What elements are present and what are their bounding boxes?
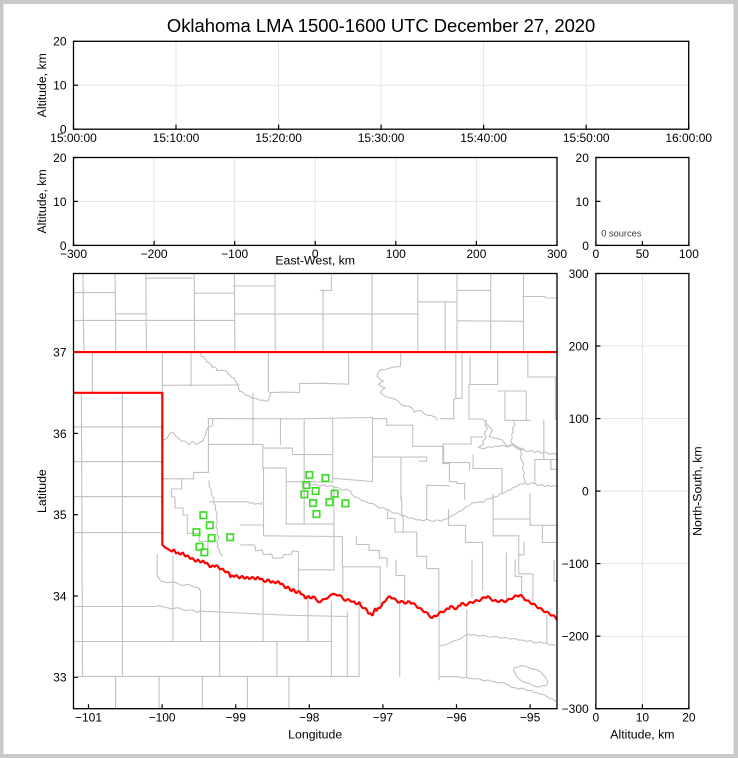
svg-text:0: 0 — [582, 485, 589, 499]
svg-text:10: 10 — [53, 79, 67, 93]
svg-text:0: 0 — [312, 247, 319, 261]
svg-text:−300: −300 — [60, 247, 87, 261]
svg-text:0: 0 — [60, 239, 67, 253]
svg-text:300: 300 — [569, 267, 589, 281]
svg-text:20: 20 — [53, 151, 67, 165]
svg-text:200: 200 — [466, 247, 486, 261]
svg-text:34: 34 — [53, 589, 67, 603]
svg-text:0: 0 — [60, 123, 67, 137]
svg-text:−95: −95 — [520, 710, 541, 724]
svg-text:15:40:00: 15:40:00 — [460, 131, 507, 145]
svg-text:−99: −99 — [226, 710, 247, 724]
svg-text:15:30:00: 15:30:00 — [358, 131, 405, 145]
svg-text:36: 36 — [53, 427, 67, 441]
svg-text:16:00:00: 16:00:00 — [665, 131, 712, 145]
svg-text:20: 20 — [53, 35, 67, 49]
svg-text:0: 0 — [593, 710, 600, 724]
svg-text:0 sources: 0 sources — [601, 229, 642, 239]
svg-text:33: 33 — [53, 671, 67, 685]
svg-text:100: 100 — [679, 247, 699, 261]
svg-text:200: 200 — [569, 339, 589, 353]
svg-text:37: 37 — [53, 346, 67, 360]
svg-text:Latitude: Latitude — [35, 469, 49, 513]
svg-text:North-South, km: North-South, km — [691, 446, 705, 536]
svg-text:−100: −100 — [562, 557, 589, 571]
svg-text:100: 100 — [386, 247, 406, 261]
svg-text:20: 20 — [682, 710, 696, 724]
svg-text:−200: −200 — [562, 630, 589, 644]
svg-text:Altitude, km: Altitude, km — [610, 727, 674, 741]
svg-text:10: 10 — [53, 195, 67, 209]
svg-text:15:20:00: 15:20:00 — [255, 131, 302, 145]
svg-text:−300: −300 — [562, 702, 589, 716]
svg-text:−100: −100 — [221, 247, 248, 261]
svg-text:15:00:00: 15:00:00 — [50, 131, 97, 145]
svg-text:−100: −100 — [149, 710, 176, 724]
svg-text:−97: −97 — [373, 710, 394, 724]
svg-text:−101: −101 — [75, 710, 102, 724]
svg-text:East-West, km: East-West, km — [275, 254, 355, 268]
svg-text:Altitude, km: Altitude, km — [35, 169, 49, 233]
svg-text:−200: −200 — [141, 247, 168, 261]
svg-text:Longitude: Longitude — [288, 727, 342, 741]
svg-text:−98: −98 — [299, 710, 320, 724]
svg-text:15:50:00: 15:50:00 — [563, 131, 610, 145]
svg-text:0: 0 — [582, 239, 589, 253]
svg-text:10: 10 — [636, 710, 650, 724]
svg-text:50: 50 — [636, 247, 650, 261]
svg-text:−96: −96 — [446, 710, 467, 724]
svg-text:Oklahoma LMA 1500-1600 UTC Dec: Oklahoma LMA 1500-1600 UTC December 27, … — [167, 15, 595, 36]
svg-text:0: 0 — [593, 247, 600, 261]
svg-text:15:10:00: 15:10:00 — [153, 131, 200, 145]
svg-text:20: 20 — [576, 151, 590, 165]
svg-text:10: 10 — [576, 195, 590, 209]
svg-text:300: 300 — [547, 247, 567, 261]
svg-text:35: 35 — [53, 508, 67, 522]
svg-text:Altitude, km: Altitude, km — [35, 53, 49, 117]
svg-text:100: 100 — [569, 412, 589, 426]
